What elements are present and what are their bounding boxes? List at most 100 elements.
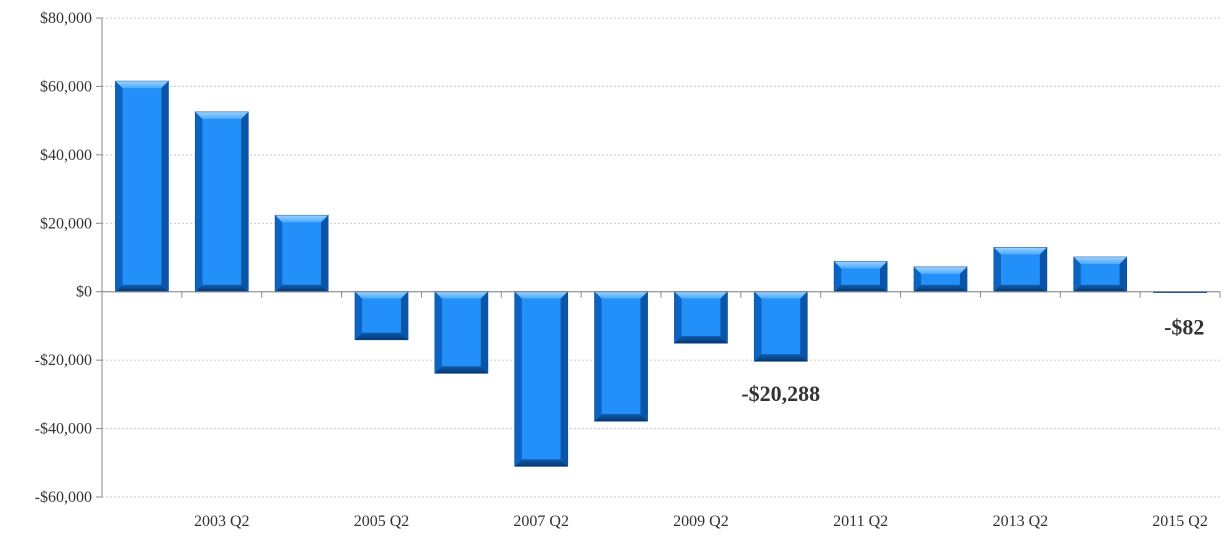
bar xyxy=(594,291,648,422)
bar-bevel-bottom xyxy=(754,354,808,362)
y-tick-label: $40,000 xyxy=(40,147,92,164)
bar-bevel-right xyxy=(800,291,808,362)
bar-bevel-right xyxy=(161,81,169,292)
tick-labels: $80,000 $60,000 $40,000 $20,000 $0 -$20,000 -$… xyxy=(35,10,1208,530)
bar xyxy=(354,291,409,341)
bar-face xyxy=(841,268,880,285)
bar-bevel-top xyxy=(355,291,408,299)
bar-bevel-top xyxy=(115,81,169,89)
bar-face xyxy=(122,88,162,285)
y-tick-label: $80,000 xyxy=(40,10,92,27)
bar-face xyxy=(1001,254,1040,285)
x-tick-label: 2009 Q2 xyxy=(673,513,729,530)
bar-face xyxy=(601,298,641,415)
bar-bevel-top xyxy=(754,291,808,299)
axes xyxy=(96,17,1221,498)
bar-bevel-left xyxy=(115,81,123,292)
bar-bevel-right xyxy=(560,291,568,467)
bar-face xyxy=(442,298,481,367)
bar-bevel-left xyxy=(994,247,1002,292)
bar-bevel-top xyxy=(834,261,887,269)
bar-bevel-left xyxy=(514,291,522,467)
gridlines xyxy=(102,17,1220,498)
bar-bevel-bottom xyxy=(594,414,648,422)
bar-bevel-bottom xyxy=(355,332,408,340)
bar-face xyxy=(921,274,960,285)
y-tick-label: -$40,000 xyxy=(35,421,92,438)
x-tick-label: 2007 Q2 xyxy=(513,513,569,530)
bar-bevel-right xyxy=(400,291,408,340)
bar-bevel-left xyxy=(834,261,842,292)
x-tick-label: 2005 Q2 xyxy=(354,513,410,530)
bar-bevel-right xyxy=(640,291,648,422)
bar xyxy=(913,266,968,293)
bar-bevel-bottom xyxy=(1073,284,1127,292)
bar xyxy=(674,291,728,344)
y-tick-label: $0 xyxy=(76,284,92,301)
bar xyxy=(434,291,489,374)
bar xyxy=(833,261,888,293)
bar-bevel-right xyxy=(879,261,887,292)
bar xyxy=(274,214,329,293)
bar-bevel-bottom xyxy=(514,459,568,467)
bar xyxy=(514,291,569,467)
bar-face xyxy=(681,298,721,337)
bar-bevel-left xyxy=(355,291,363,340)
bar-bevel-bottom xyxy=(275,284,328,292)
bar-bevel-top xyxy=(1073,257,1127,265)
bar-bevel-right xyxy=(241,112,249,292)
annotations: -$20,288 -$82 xyxy=(741,315,1204,406)
bar-bevel-right xyxy=(959,267,967,292)
bar-bevel-bottom xyxy=(994,284,1047,292)
bar-face xyxy=(521,298,561,460)
bar xyxy=(115,80,169,293)
bar-bevel-left xyxy=(914,267,922,292)
bar-bevel-top xyxy=(594,291,648,299)
x-tick-label: 2011 Q2 xyxy=(833,513,888,530)
bars xyxy=(115,80,1207,467)
bar-bevel-top xyxy=(435,291,488,299)
y-tick-label: $20,000 xyxy=(40,215,92,232)
x-tick-label: 2013 Q2 xyxy=(993,513,1049,530)
bar-bevel-left xyxy=(275,215,283,292)
y-tick-label: $60,000 xyxy=(40,78,92,95)
bar-bevel-bottom xyxy=(914,284,967,292)
bar-bevel-top xyxy=(514,291,568,299)
bar-face xyxy=(1080,264,1120,285)
bar-face xyxy=(761,298,801,355)
bar-bevel-right xyxy=(1119,257,1127,292)
bar-bevel-bottom xyxy=(195,284,249,292)
bar-bevel-left xyxy=(754,291,762,362)
bar-bevel-right xyxy=(320,215,328,292)
x-tick-label: 2015 Q2 xyxy=(1152,513,1208,530)
bar-bevel-bottom xyxy=(115,284,169,292)
data-label: -$20,288 xyxy=(741,381,820,406)
bar-bevel-top xyxy=(914,267,967,275)
bar-bevel-bottom xyxy=(674,336,728,344)
bar-bevel-left xyxy=(435,291,443,374)
bar-bevel-top xyxy=(994,247,1047,255)
bar xyxy=(753,291,808,362)
bar-bevel-bottom xyxy=(834,284,887,292)
bar-face xyxy=(202,119,242,285)
bar xyxy=(1073,256,1128,293)
bar-bevel-left xyxy=(674,291,682,344)
bar-face xyxy=(282,222,321,285)
y-tick-label: -$60,000 xyxy=(35,489,92,506)
bar-bevel-right xyxy=(720,291,728,344)
y-tick-label: -$20,000 xyxy=(35,352,92,369)
bar-bevel-right xyxy=(480,291,488,374)
bar-bevel-left xyxy=(1073,257,1081,292)
bar-bevel-left xyxy=(594,291,602,422)
bar xyxy=(993,247,1048,293)
bar-bevel-bottom xyxy=(435,366,488,374)
bar-bevel-top xyxy=(275,215,328,223)
bar-bevel-right xyxy=(1039,247,1047,292)
bar-face xyxy=(362,298,401,333)
bar-bevel-left xyxy=(195,112,203,292)
bar-bevel-top xyxy=(674,291,728,299)
x-tick-label: 2003 Q2 xyxy=(194,513,250,530)
data-label: -$82 xyxy=(1164,315,1204,340)
bar xyxy=(194,111,249,293)
